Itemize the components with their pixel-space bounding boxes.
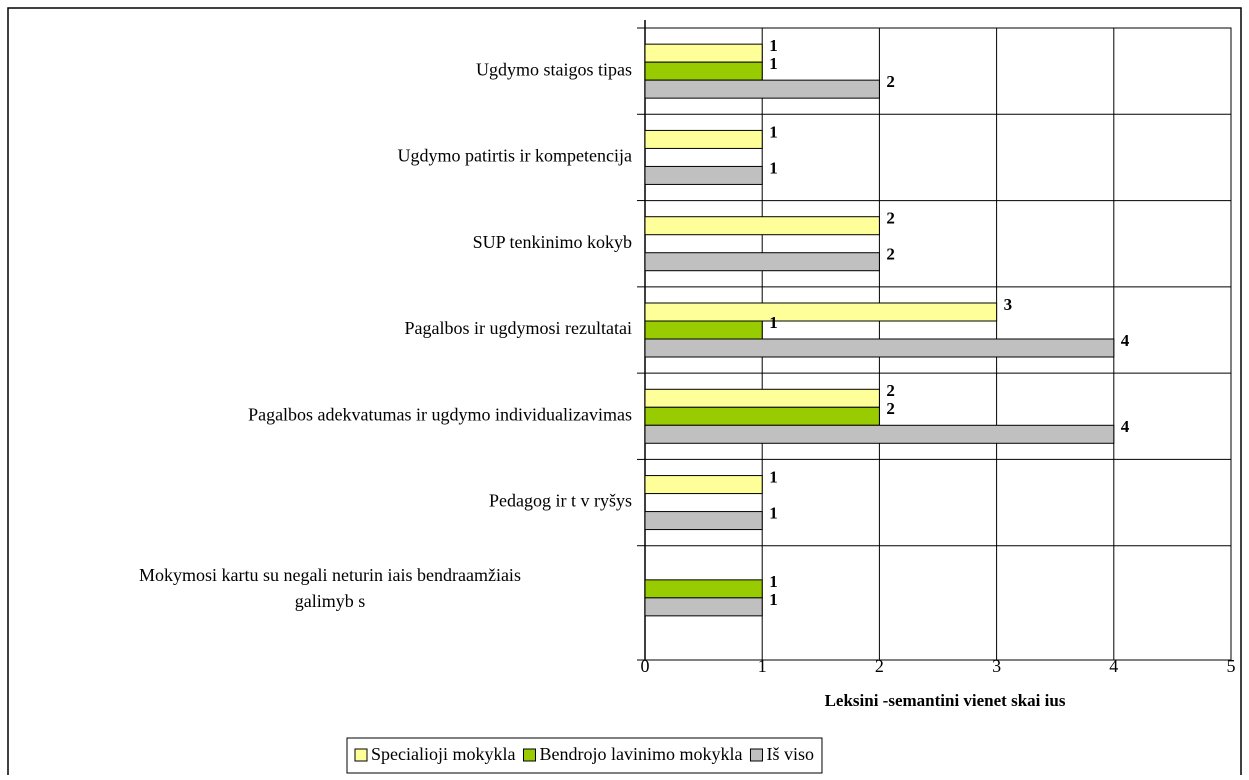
bar <box>644 43 763 63</box>
legend-label: Iš viso <box>766 744 814 764</box>
y-tick-label: SUP tenkinimo kokyb <box>473 232 632 252</box>
bar <box>644 320 763 340</box>
data-label: 2 <box>886 209 895 228</box>
bar <box>644 165 763 185</box>
bar <box>644 388 880 408</box>
bar <box>644 475 763 495</box>
data-label: 4 <box>1121 331 1130 350</box>
data-label: 1 <box>769 590 778 609</box>
legend-swatch <box>749 748 763 762</box>
bar <box>644 79 880 99</box>
data-label: 1 <box>769 36 778 55</box>
y-tick-label: Ugdymo staigos tipas <box>476 59 632 79</box>
y-tick-label: Pagalbos adekvatumas ir ugdymo individua… <box>248 404 632 424</box>
data-label: 1 <box>769 54 778 73</box>
bar <box>644 597 763 617</box>
x-axis-title: Leksini -semantini vienet skai ius <box>825 691 1066 710</box>
data-label: 1 <box>769 313 778 332</box>
legend-label: Bendrojo lavinimo mokykla <box>539 744 742 764</box>
y-tick-label: Ugdymo patirtis ir kompetencija <box>398 146 632 166</box>
data-label: 2 <box>886 381 895 400</box>
legend-label: Specialioji mokykla <box>371 744 515 764</box>
bar <box>644 579 763 599</box>
x-tick-label: 5 <box>1227 656 1236 676</box>
data-label: 1 <box>769 572 778 591</box>
data-label: 1 <box>769 467 778 486</box>
y-tick-label: Mokymosi kartu su negali neturin iais be… <box>139 565 521 611</box>
x-tick-label: 0 <box>641 656 650 676</box>
data-label: 4 <box>1121 417 1130 436</box>
bar <box>644 406 880 426</box>
bar <box>644 252 880 272</box>
data-label: 2 <box>886 72 895 91</box>
y-tick-label-line: Mokymosi kartu su negali neturin iais be… <box>139 565 521 585</box>
bar <box>644 302 998 322</box>
bar <box>644 424 1115 444</box>
data-label: 1 <box>769 122 778 141</box>
legend-swatch <box>354 748 368 762</box>
legend-box <box>346 737 823 774</box>
x-tick-label: 2 <box>875 656 884 676</box>
x-tick-label: 4 <box>1109 656 1118 676</box>
data-label: 1 <box>769 158 778 177</box>
bar <box>644 338 1115 358</box>
bar <box>644 129 763 149</box>
y-tick-label: Pedagog ir t v ryšys <box>489 491 632 511</box>
data-label: 1 <box>769 503 778 522</box>
bar <box>644 61 763 81</box>
y-tick-label: Pagalbos ir ugdymosi rezultatai <box>405 318 632 338</box>
y-tick-label-line: galimyb s <box>295 591 366 611</box>
data-label: 2 <box>886 245 895 264</box>
x-tick-label: 3 <box>992 656 1001 676</box>
bar <box>644 511 763 531</box>
bar <box>644 216 880 236</box>
x-tick-label: 1 <box>758 656 767 676</box>
data-label: 2 <box>886 399 895 418</box>
legend-swatch <box>522 748 536 762</box>
data-label: 3 <box>1004 295 1013 314</box>
